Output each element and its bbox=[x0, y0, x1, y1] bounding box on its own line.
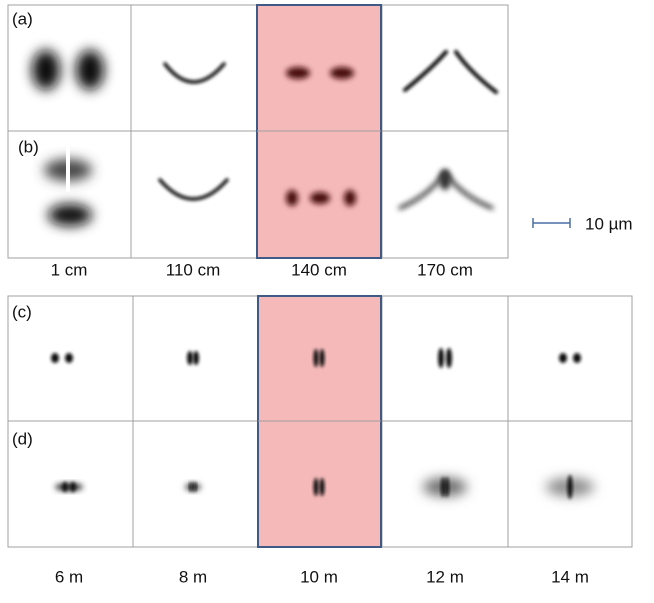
blob bbox=[439, 170, 451, 190]
blob bbox=[313, 478, 319, 496]
blob bbox=[286, 190, 298, 206]
image-panel bbox=[381, 4, 509, 132]
distance-label: 8 m bbox=[179, 567, 207, 586]
blob bbox=[193, 351, 199, 365]
blob bbox=[310, 192, 330, 204]
blob bbox=[559, 353, 567, 363]
gap bbox=[66, 146, 70, 192]
blob bbox=[344, 190, 356, 206]
panel-label: (c) bbox=[12, 302, 32, 321]
blob bbox=[330, 67, 354, 79]
blob bbox=[193, 482, 197, 492]
blob bbox=[445, 477, 449, 497]
blob bbox=[567, 475, 573, 499]
distance-label: 170 cm bbox=[417, 260, 473, 279]
blob bbox=[319, 478, 325, 496]
blob bbox=[319, 349, 325, 367]
blob bbox=[446, 348, 452, 368]
blob bbox=[70, 482, 76, 492]
blob bbox=[48, 204, 92, 226]
blob bbox=[51, 353, 59, 363]
distance-label: 10 m bbox=[300, 567, 338, 586]
distance-label: 110 cm bbox=[166, 260, 221, 279]
blob bbox=[573, 353, 581, 363]
image-panel bbox=[381, 130, 509, 259]
crescent bbox=[163, 62, 226, 84]
image-panel bbox=[381, 295, 509, 422]
blob bbox=[76, 50, 104, 90]
scale-bar-label: 10 µm bbox=[585, 214, 633, 233]
panel-label: (b) bbox=[18, 137, 39, 156]
blob bbox=[189, 482, 193, 492]
image-panel bbox=[130, 4, 258, 132]
blob bbox=[65, 353, 73, 363]
panel-label: (a) bbox=[12, 9, 33, 28]
image-panel bbox=[507, 295, 633, 422]
blob bbox=[187, 351, 193, 365]
distance-label: 12 m bbox=[426, 567, 464, 586]
crescent bbox=[158, 178, 229, 201]
image-panel bbox=[7, 4, 132, 132]
panel-grid bbox=[7, 4, 633, 548]
distance-label: 140 cm bbox=[291, 260, 347, 279]
blob bbox=[62, 482, 68, 492]
blob bbox=[438, 348, 444, 368]
blob bbox=[185, 483, 201, 491]
blob bbox=[32, 50, 60, 90]
blob bbox=[313, 349, 319, 367]
distance-label: 6 m bbox=[55, 567, 83, 586]
image-panel bbox=[130, 130, 258, 259]
blob bbox=[286, 67, 310, 79]
crescent bbox=[403, 50, 448, 92]
blob bbox=[55, 483, 83, 491]
blob bbox=[441, 477, 445, 497]
distance-label: 14 m bbox=[551, 567, 589, 586]
image-panel bbox=[7, 420, 134, 548]
distance-label: 1 cm bbox=[51, 260, 88, 279]
crescent bbox=[454, 50, 498, 94]
panel-label: (d) bbox=[12, 429, 33, 448]
images bbox=[32, 50, 594, 499]
